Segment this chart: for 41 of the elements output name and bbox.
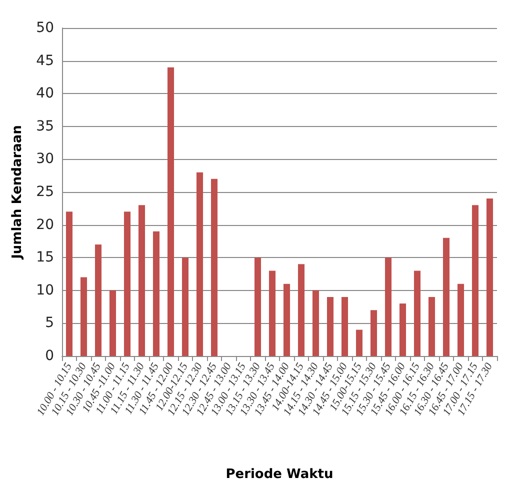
bar — [312, 290, 320, 356]
bar — [298, 264, 305, 356]
y-tick-label: 25 — [36, 184, 54, 200]
bar — [268, 270, 276, 356]
y-tick-label: 45 — [36, 52, 54, 69]
bar — [66, 212, 73, 356]
bar — [167, 67, 174, 356]
y-tick-label: 30 — [36, 151, 54, 168]
y-tick-label: 40 — [36, 86, 54, 102]
bar — [152, 231, 160, 356]
bar — [138, 205, 146, 356]
bar — [182, 258, 189, 356]
bar — [370, 310, 378, 356]
bar — [210, 178, 218, 356]
bar — [442, 238, 450, 356]
bar — [457, 284, 464, 356]
bar — [109, 290, 116, 356]
y-tick-label: 0 — [45, 348, 54, 364]
bar — [341, 296, 348, 356]
bar — [196, 172, 204, 356]
bar — [472, 205, 479, 356]
bar — [399, 304, 406, 356]
y-tick-label: 20 — [36, 216, 54, 233]
y-tick-label: 15 — [36, 250, 54, 266]
bar — [124, 212, 131, 356]
y-axis-title: Jumlah Kendaraan — [10, 125, 25, 260]
bar — [254, 258, 262, 356]
bar — [94, 244, 102, 356]
bar — [80, 277, 88, 356]
bar — [356, 330, 363, 356]
y-tick-label: 10 — [36, 282, 54, 298]
bar — [414, 270, 421, 356]
bar — [283, 284, 290, 356]
bar — [384, 258, 392, 356]
y-tick-label: 35 — [36, 118, 54, 134]
bar — [486, 198, 494, 356]
bar — [428, 296, 436, 356]
y-tick-label: 50 — [36, 20, 54, 36]
bar — [326, 296, 334, 356]
x-axis-title: Periode Waktu — [226, 467, 334, 482]
y-tick-label: 5 — [45, 315, 54, 332]
